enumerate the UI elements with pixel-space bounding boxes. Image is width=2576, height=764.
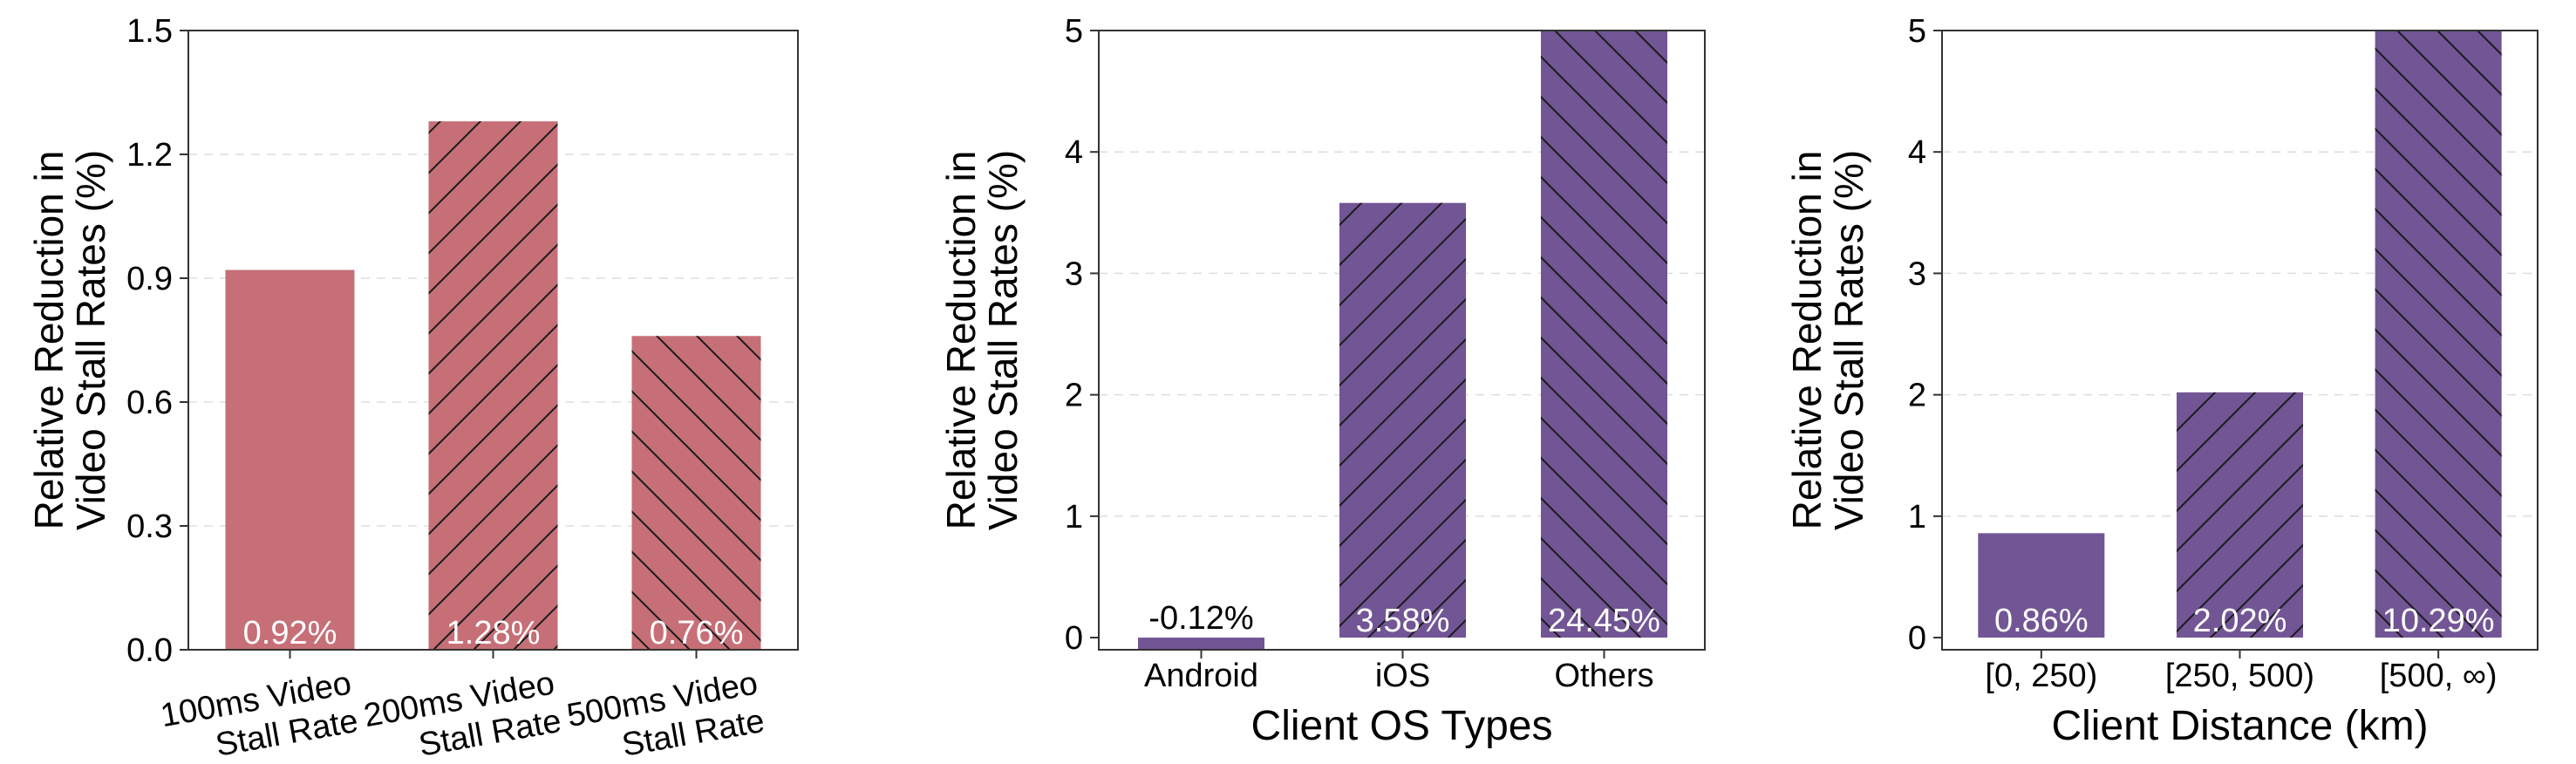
chart-panel-3: 0.86% [0, 250) 2.02% [250, 500) 10.29% [500, … [1784,13,2539,749]
bar-hatch [2375,31,2502,638]
data-label: 0.92% [243,615,337,651]
y-tick-label: 1.2 [126,137,173,174]
y-tick-label: 5 [1065,13,1083,50]
data-label: 0.86% [1994,603,2089,639]
bar-hatch [2177,392,2303,638]
y-tick-label: 4 [1908,134,1926,171]
x-tick-label: 100ms VideoStall Rate [158,665,361,764]
y-tick-label: 4 [1065,134,1083,171]
chart-panel-1: 0.92% 100ms VideoStall Rate 1.28% 200ms Vid… [26,13,799,764]
y-tick-label: 0 [1065,620,1083,657]
y-tick-label: 0.6 [126,385,173,421]
x-tick-label: Others [1554,658,1653,694]
y-tick-label: 1 [1065,499,1083,535]
y-tick-label: 0.3 [126,508,173,545]
y-tick-label: 3 [1908,256,1926,292]
x-tick-label: [250, 500) [2165,658,2314,694]
data-label: 3.58% [1356,603,1450,639]
x-tick-label: 200ms VideoStall Rate [361,665,564,764]
bar-hatch [428,121,558,651]
x-axis-label: Client Distance (km) [2051,703,2428,749]
x-axis-label: Client OS Types [1251,703,1553,749]
y-tick-label: 0.0 [126,632,173,669]
data-label: -0.12% [1148,600,1253,637]
bar-hatch [1339,202,1466,638]
bar [1138,638,1264,650]
data-label: 10.29% [2382,603,2495,639]
bar-hatch [1541,31,1667,638]
x-tick-label: Android [1144,658,1258,694]
y-tick-label: 1.5 [126,13,173,50]
bar-hatch [631,336,761,650]
x-tick-label: iOS [1375,658,1430,694]
data-label: 2.02% [2193,603,2287,639]
data-label: 24.45% [1548,603,1660,639]
y-tick-label: 2 [1065,378,1083,414]
y-axis-label: Relative Reduction inVideo Stall Rates (… [26,150,113,530]
y-tick-label: 3 [1065,256,1083,292]
y-tick-label: 5 [1908,13,1926,50]
data-label: 0.76% [650,615,744,651]
x-tick-label: [0, 250) [1985,658,2097,694]
y-axis-label: Relative Reduction inVideo Stall Rates (… [938,150,1026,530]
y-tick-label: 0.9 [126,261,173,297]
y-tick-label: 2 [1908,378,1926,414]
bar [225,269,355,650]
data-label: 1.28% [446,615,541,651]
x-tick-label: [500, ∞) [2380,658,2498,694]
y-tick-label: 1 [1908,499,1926,535]
bar [1978,533,2105,638]
x-tick-label: 500ms VideoStall Rate [564,665,767,764]
y-axis-label: Relative Reduction inVideo Stall Rates (… [1784,150,1871,530]
chart-panel-2: -0.12% Android 3.58% iOS 24.45% Others 0 1 2 3 4 5 R… [938,13,1706,749]
y-tick-label: 0 [1908,620,1926,657]
